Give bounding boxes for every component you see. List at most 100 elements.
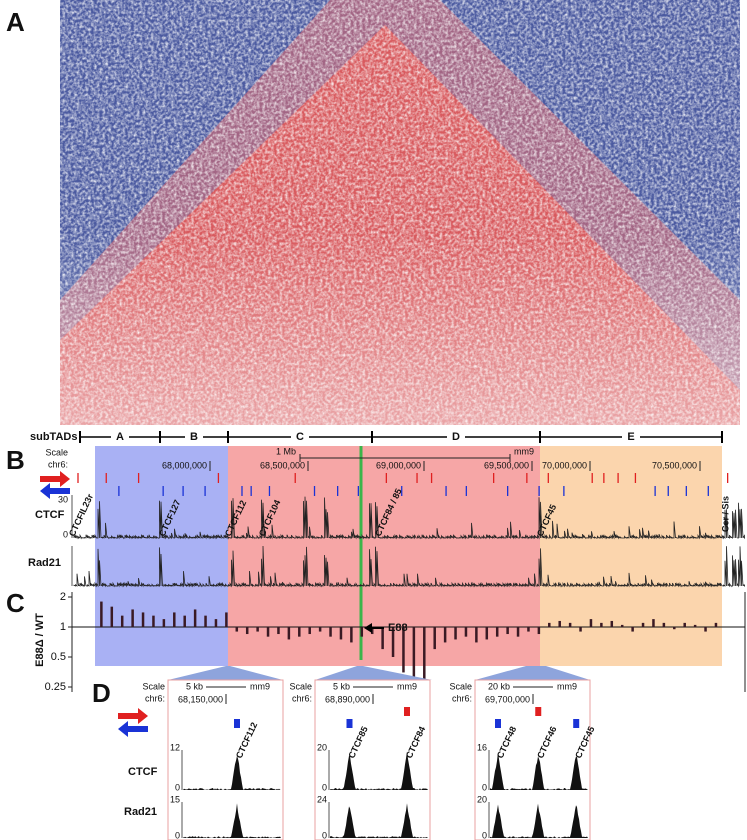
scale-label: Scale [142,681,165,691]
chrom-label: chr6: [292,693,312,703]
ratio-bar [610,620,614,627]
subtad-label-bg [111,430,129,444]
ratio-bar [527,627,530,632]
ratio-bar [193,609,197,627]
assembly-label: mm9 [397,681,417,691]
signal [330,751,428,790]
track-scale: 0 [322,782,327,792]
panel-label: D [92,678,111,708]
ratio-bar [454,627,457,640]
track-scale: 0 [322,830,327,840]
scale-bar-label: 5 kb [333,681,350,691]
signal [490,803,588,838]
ratio-bar [152,615,155,627]
panel-label: B [6,445,25,475]
ratio-bar [548,622,551,627]
site-box [346,719,353,728]
coordinate: 68,890,000 [325,694,370,704]
ratio-tick-label: 1 [60,621,66,633]
chrom-label: chr6: [48,459,68,469]
site-box [234,719,240,728]
ratio-bar [318,627,322,632]
ratio-bar [235,627,239,632]
track-scale: 20 [317,742,327,752]
track-scale: 0 [175,782,180,792]
subtad-name: B [190,431,198,443]
region-shade [95,446,228,666]
zoom-track-label: CTCF [128,766,158,778]
ratio-bar [558,620,561,627]
ratio-bar [350,627,353,643]
ratio-bar [589,619,593,627]
track-label: Rad21 [28,557,61,569]
ratio-bar [704,627,707,632]
signal [490,752,588,790]
ratio-bar [443,627,447,643]
coordinate: 68,150,000 [178,694,223,704]
signal-tracks [73,496,745,588]
track-scale: 24 [317,794,327,804]
signal [73,496,745,540]
enhancer-arrow [364,623,384,633]
site-box [573,719,580,728]
ratio-bar [173,612,176,627]
track-max: 30 [58,494,68,504]
ratio-bar [381,627,384,650]
signal [73,545,745,588]
ratio-bar [287,627,291,640]
zoom-box [314,679,431,840]
coordinate: 69,500,000 [484,460,529,470]
ratio-bar [339,627,343,640]
ratio-bar [433,627,436,650]
ratio-bar [714,622,718,627]
ratio-bar [485,627,489,640]
track-scale: 20 [477,794,487,804]
subtad-name: D [452,431,460,443]
scale-bar-label: 5 kb [186,681,203,691]
assembly-label: mm9 [557,681,577,691]
zoom-box [474,679,591,840]
ratio-bar [412,627,416,687]
ratio-bar [683,622,686,627]
site-label: CTCFIL23r [67,492,96,538]
ratio-bar [298,627,301,637]
strand-arrows [40,471,70,499]
ratio-bar [360,627,364,637]
track-label: CTCF [35,509,65,521]
ratio-bar [183,615,186,627]
ratio-bar [568,622,572,627]
subtads-label: subTADs [30,431,77,443]
ratio-bar [100,601,103,627]
track-scale: 0 [482,782,487,792]
assembly-label: mm9 [514,446,534,456]
ratio-bar [131,609,134,627]
zoom-track-label: Rad21 [124,806,157,818]
ratio-bar [329,627,332,637]
ctcf-sites [77,473,729,496]
site-box [404,707,410,716]
ratio-bar [631,627,634,632]
coordinates: 68,000,000 68,500,000 69,000,000 69,500,000… [162,460,701,471]
zoom-legend [118,708,148,737]
enhancer-label: E88 [388,622,408,634]
coordinate: 69,700,000 [485,694,530,704]
chrom-label: chr6: [145,693,165,703]
ratio-bar [620,624,624,627]
scale-bar-label: 20 kb [488,681,510,691]
subtad-label-bg [291,430,309,444]
subtad-name: A [116,431,124,443]
zoom-box [167,679,284,840]
coordinate: 68,000,000 [162,460,207,470]
ratio-bar [266,627,270,637]
ratio-bar [495,627,499,637]
ratio-tick-label: 0.25 [45,681,66,693]
assembly-label: mm9 [250,681,270,691]
ratio-bar [506,627,509,635]
ratio-bar [537,627,541,635]
signal [330,803,428,838]
ratio-bar [277,627,280,635]
track-scale: 12 [170,742,180,752]
